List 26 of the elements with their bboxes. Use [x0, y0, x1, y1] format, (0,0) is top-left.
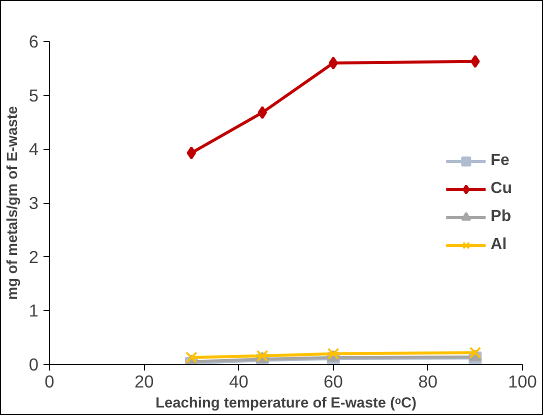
y-tick-label: 5: [28, 85, 39, 106]
point: [328, 56, 338, 70]
x-tick-label: 100: [508, 372, 537, 392]
y-tick-label: 6: [28, 32, 39, 52]
point: [258, 106, 268, 120]
point: [470, 54, 480, 68]
y-tick-label: 3: [28, 193, 39, 213]
y-tick-label: 1: [28, 300, 39, 321]
point: [327, 348, 340, 360]
legend-label: Al: [490, 236, 508, 254]
point: [186, 146, 196, 160]
legend-label: Fe: [490, 152, 510, 170]
y-tick-label: 2: [28, 246, 39, 267]
x-axis-title: Leaching temperature of E-waste (ᵒC): [156, 396, 417, 412]
x-tick-label: 20: [134, 372, 154, 392]
point: [185, 352, 198, 364]
x-tick-label: 80: [418, 372, 438, 392]
x-tick-label: 40: [229, 372, 248, 392]
y-tick-label: 4: [28, 139, 39, 160]
x-tick-label: 60: [324, 372, 343, 392]
x-tick-label: 0: [44, 372, 54, 392]
y-axis-title: mg of metals/gm of E-waste: [4, 106, 21, 300]
legend-label: Pb: [490, 208, 512, 226]
y-tick-label: 0: [28, 354, 39, 374]
point: [469, 346, 482, 359]
legend-label: Cu: [490, 180, 512, 198]
